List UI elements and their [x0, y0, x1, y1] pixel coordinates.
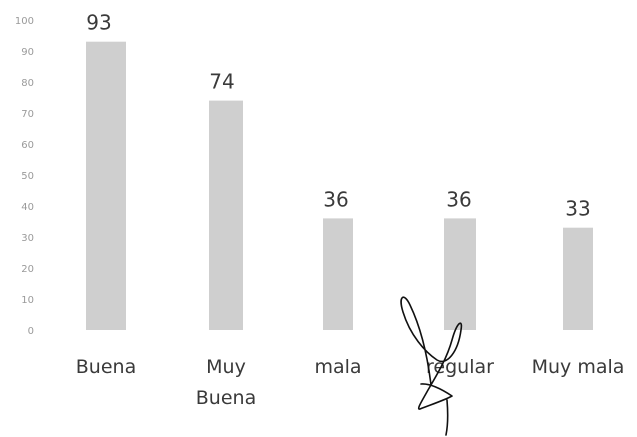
bar	[444, 218, 476, 330]
data-label: 36	[323, 187, 348, 211]
y-tick-label: 10	[21, 295, 34, 306]
data-label: 93	[86, 11, 111, 35]
data-label: 33	[565, 197, 590, 221]
y-axis: 0 10 20 30 40 50 60 70 80 90 100	[15, 16, 34, 337]
data-label: 36	[446, 187, 471, 211]
bar	[563, 227, 593, 330]
bar	[323, 218, 353, 330]
x-tick-label: Muy mala	[532, 356, 625, 378]
data-label: 74	[209, 70, 234, 94]
y-tick-label: 70	[21, 109, 34, 120]
x-tick-label: mala	[314, 356, 361, 378]
y-tick-label: 40	[21, 202, 34, 213]
y-tick-label: 0	[28, 326, 34, 337]
y-tick-label: 100	[15, 16, 34, 27]
value-labels: 93 74 36 36 33	[86, 11, 590, 221]
bar	[86, 41, 126, 330]
y-tick-label: 60	[21, 140, 34, 151]
y-tick-label: 30	[21, 233, 34, 244]
y-tick-label: 50	[21, 171, 34, 182]
y-tick-label: 80	[21, 78, 34, 89]
y-tick-label: 90	[21, 47, 34, 58]
bar	[209, 100, 243, 330]
bars	[86, 41, 593, 330]
x-tick-label: Buena	[196, 387, 256, 409]
x-tick-label: Buena	[76, 356, 136, 378]
handwritten-signature	[400, 296, 463, 436]
x-tick-label: Muy	[206, 356, 246, 378]
y-tick-label: 20	[21, 264, 34, 275]
